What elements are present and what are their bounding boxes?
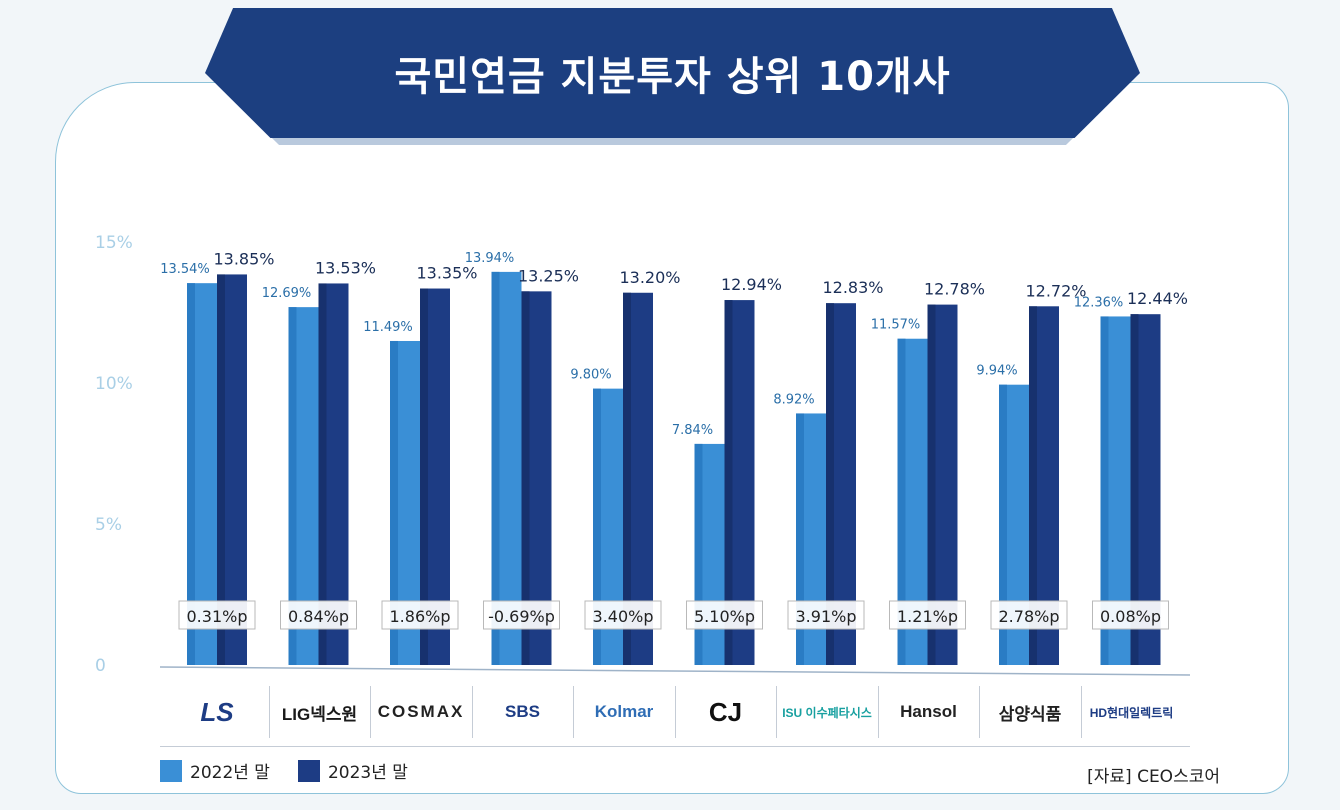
data-label-2023: 12.78% xyxy=(924,280,985,299)
y-tick-label: 10% xyxy=(95,374,133,394)
source-note: [자료] CEO스코어 xyxy=(1087,767,1220,787)
company-logo-text: ISU 이수페타시스 xyxy=(782,705,872,720)
data-label-2022: 12.69% xyxy=(262,286,312,301)
data-label-2023: 13.53% xyxy=(315,258,376,277)
bar-2022-shade xyxy=(999,384,1007,665)
data-label-2023: 13.20% xyxy=(619,268,680,287)
company-logo-text: COSMAX xyxy=(377,702,465,721)
bar-2023-shade xyxy=(318,283,327,665)
change-label: 3.40%p xyxy=(593,607,654,626)
company-logo-text: 삼양식품 xyxy=(998,704,1062,724)
change-box xyxy=(483,600,560,630)
y-tick-label: 0 xyxy=(95,656,106,676)
data-label-2023: 13.35% xyxy=(416,264,477,283)
bar-2022-shade xyxy=(491,271,500,665)
bar-2022-shade xyxy=(1100,316,1109,665)
company-logo-text: CJ xyxy=(708,696,743,727)
company-logo: Kolmar xyxy=(573,686,674,738)
data-label-2022: 12.36% xyxy=(1074,295,1124,310)
data-label-2023: 12.94% xyxy=(721,275,782,294)
bar-2022-shade xyxy=(694,443,703,665)
data-label-2022: 13.94% xyxy=(465,251,515,266)
change-label: 5.10%p xyxy=(694,607,755,626)
bar-2023-shade xyxy=(927,304,936,665)
chart-title: 국민연금 지분투자 상위 10개사 xyxy=(394,54,951,100)
bar-2022-shade xyxy=(187,283,195,665)
bar-2023-shade xyxy=(623,292,631,665)
bar-2023-shade xyxy=(724,300,733,665)
legend-swatch-2022 xyxy=(160,759,182,782)
legend-item-2023: 2023년 말 xyxy=(297,758,408,783)
change-label: 1.21%p xyxy=(897,607,958,626)
data-label-2022: 11.49% xyxy=(363,320,413,335)
company-logo-text: SBS xyxy=(505,702,540,721)
legend-item-2022: 2022년 말 xyxy=(160,758,270,783)
data-label-2023: 13.85% xyxy=(213,249,274,268)
change-box xyxy=(381,600,459,630)
company-logo-text: LIG넥스원 xyxy=(281,704,358,724)
change-box xyxy=(686,600,763,630)
title-banner: 국민연금 지분투자 상위 10개사 xyxy=(205,8,1140,138)
data-label-2023: 12.44% xyxy=(1127,289,1188,308)
change-box xyxy=(280,600,357,630)
legend-label-2022: 2022년 말 xyxy=(190,763,270,783)
legend-divider xyxy=(160,746,1190,747)
bar-2023-shade xyxy=(420,288,428,665)
x-axis-baseline xyxy=(159,666,1191,676)
data-label-2022: 8.92% xyxy=(773,392,814,407)
bar-2022-shade xyxy=(593,388,601,665)
company-logo-text: Kolmar xyxy=(594,702,654,721)
bar-2022-shade xyxy=(288,307,297,665)
change-label: 1.86%p xyxy=(390,607,451,626)
legend-swatch-2023 xyxy=(297,759,320,782)
change-box xyxy=(178,600,256,630)
data-label-2023: 12.72% xyxy=(1025,281,1086,300)
company-logo: Hansol xyxy=(877,686,979,738)
company-logo: ISU 이수페타시스 xyxy=(776,686,877,738)
change-label: -0.69%p xyxy=(488,607,555,626)
company-logo-text: LS xyxy=(200,696,234,727)
company-logo: COSMAX xyxy=(370,686,471,738)
bar-2022-shade xyxy=(796,413,804,665)
data-label-2022: 11.57% xyxy=(871,318,921,333)
bar-2022-shade xyxy=(390,340,398,665)
bar-2023-shade xyxy=(1130,314,1139,665)
company-logo: LIG넥스원 xyxy=(268,686,370,738)
data-label-2022: 9.80% xyxy=(570,368,611,383)
data-label-2022: 13.54% xyxy=(160,262,210,277)
legend-label-2023: 2023년 말 xyxy=(327,763,408,783)
data-label-2023: 12.83% xyxy=(822,278,883,297)
company-logo: CJ xyxy=(674,686,776,738)
change-label: 3.91%p xyxy=(796,607,857,626)
company-logo: HD현대일렉트릭 xyxy=(1080,686,1182,738)
change-label: 0.84%p xyxy=(288,607,349,626)
company-logo: LS xyxy=(167,686,267,738)
bar-2023-shade xyxy=(826,303,834,665)
company-logo: 삼양식품 xyxy=(979,686,1080,738)
y-tick-label: 15% xyxy=(95,233,133,253)
data-label-2022: 7.84% xyxy=(672,423,713,438)
y-tick-label: 5% xyxy=(95,515,122,535)
change-box xyxy=(787,600,865,630)
change-box xyxy=(990,600,1068,630)
change-label: 0.31%p xyxy=(187,607,248,626)
company-logo: SBS xyxy=(471,686,573,738)
company-logo-text: HD현대일렉트릭 xyxy=(1089,705,1174,720)
company-logo-text: Hansol xyxy=(900,702,957,721)
change-box xyxy=(1092,600,1169,630)
change-label: 2.78%p xyxy=(999,607,1060,626)
change-box xyxy=(584,600,662,630)
chart-card xyxy=(55,82,1289,794)
bar-2022-shade xyxy=(897,338,906,665)
data-label-2022: 9.94% xyxy=(976,364,1017,379)
change-box xyxy=(889,600,966,630)
legend: 2022년 말 2023년 말 xyxy=(160,758,436,783)
bar-2023-shade xyxy=(1029,306,1037,665)
bar-2023-shade xyxy=(217,274,225,665)
bar-2023-shade xyxy=(521,291,530,665)
change-label: 0.08%p xyxy=(1100,607,1161,626)
data-label-2023: 13.25% xyxy=(518,266,579,285)
